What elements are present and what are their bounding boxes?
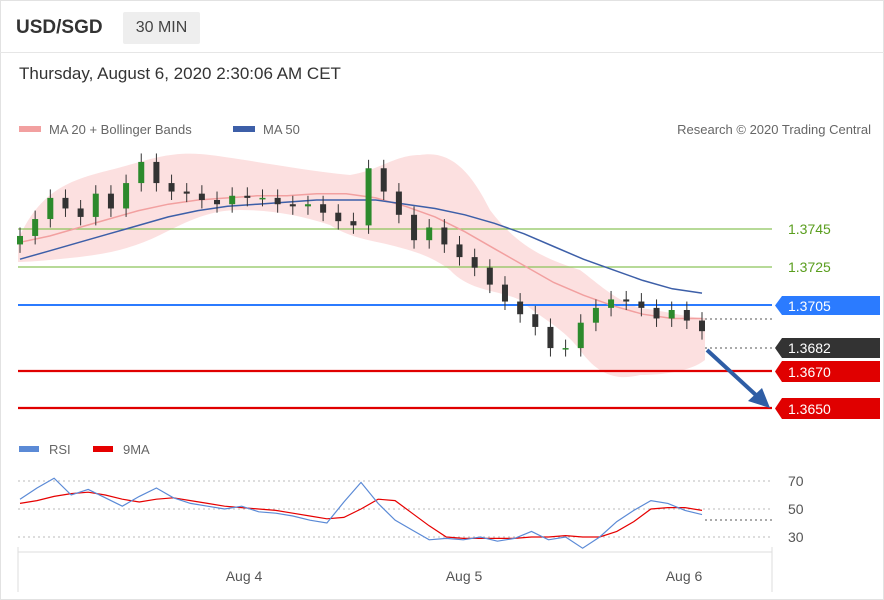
rsi-tick-30: 30 — [788, 529, 804, 545]
ma50-line — [19, 199, 703, 294]
candle-body — [214, 200, 221, 205]
candle-body — [562, 348, 569, 350]
rsi-legend-label: RSI — [49, 442, 71, 457]
rsi-tick-50: 50 — [788, 501, 804, 517]
candle-body — [668, 310, 675, 319]
level-label-1.3745: 1.3745 — [788, 221, 831, 237]
candle-body — [274, 197, 281, 205]
candle-body — [92, 193, 99, 217]
candlestick-series — [17, 153, 705, 357]
candle-body — [350, 221, 357, 226]
candle-body — [123, 183, 130, 209]
rsi-tick-70: 70 — [788, 473, 804, 489]
candle-body — [244, 195, 251, 198]
support-tag-1: 1.3670 — [775, 361, 880, 382]
bollinger-band-area — [18, 153, 705, 378]
candle-body — [289, 204, 296, 207]
chart-datetime: Thursday, August 6, 2020 2:30:06 AM CET — [19, 64, 341, 83]
last-price-tag: 1.3682 — [775, 338, 880, 358]
candle-body — [653, 307, 660, 319]
price-legend: MA 20 + Bollinger Bands MA 50 Research ©… — [19, 122, 871, 137]
candle-body — [501, 284, 508, 302]
candle-body — [32, 219, 39, 236]
candle-body — [77, 208, 84, 217]
candle-body — [623, 299, 630, 302]
rsi-legend: RSI 9MA — [19, 442, 150, 457]
candle-body — [426, 227, 433, 241]
candle-body — [456, 244, 463, 258]
candle-body — [547, 326, 554, 349]
ma9-legend-swatch — [93, 446, 113, 452]
ma20-legend-swatch — [19, 126, 41, 132]
candle-body — [138, 161, 145, 184]
candle-body — [683, 310, 690, 321]
candle-body — [107, 193, 114, 209]
candle-body — [395, 191, 402, 215]
currency-pair-title: USD/SGD — [16, 17, 103, 38]
ma50-legend-swatch — [233, 126, 255, 132]
candle-body — [441, 227, 448, 245]
level-label-1.3670: 1.3670 — [788, 364, 831, 380]
ma50-legend-label: MA 50 — [263, 122, 300, 137]
chart-header: USD/SGD 30 MIN — [0, 0, 884, 53]
candle-body — [577, 322, 584, 349]
candle-body — [486, 267, 493, 285]
candle-body — [304, 204, 311, 207]
candle-body — [471, 257, 478, 268]
candle-body — [320, 204, 327, 213]
resistance-tag: 1.3705 — [775, 296, 880, 315]
support-tag-2: 1.3650 — [775, 398, 880, 419]
rsi-legend-swatch — [19, 446, 39, 452]
candle-body — [365, 168, 372, 226]
candle-body — [168, 183, 175, 192]
level-label-1.3682: 1.3682 — [788, 340, 831, 356]
candle-body — [62, 197, 69, 209]
candle-body — [411, 214, 418, 241]
forecast-arrow-icon — [705, 348, 770, 408]
ma9-legend-label: 9MA — [123, 442, 150, 457]
candle-body — [699, 320, 705, 332]
candle-body — [17, 235, 23, 245]
candle-body — [47, 197, 54, 220]
candle-body — [259, 197, 266, 200]
level-label-1.3705: 1.3705 — [788, 298, 831, 314]
research-credit: Research © 2020 Trading Central — [677, 122, 871, 137]
candle-body — [380, 168, 387, 192]
timeframe-badge[interactable]: 30 MIN — [123, 12, 200, 44]
candle-body — [229, 195, 236, 205]
rsi-ma9-line — [19, 491, 703, 540]
candle-body — [183, 191, 190, 194]
ma20-line — [19, 192, 702, 320]
candle-body — [198, 193, 205, 200]
candle-body — [608, 299, 615, 308]
candle-body — [153, 161, 160, 184]
level-label-1.3725: 1.3725 — [788, 259, 831, 275]
rsi-line — [19, 477, 703, 549]
candle-body — [532, 314, 539, 327]
candle-body — [335, 212, 342, 222]
candle-body — [638, 301, 645, 308]
x-tick-label-aug4: Aug 4 — [226, 568, 263, 584]
candle-body — [592, 307, 599, 323]
level-label-1.3650: 1.3650 — [788, 401, 831, 417]
x-tick-label-aug5: Aug 5 — [446, 568, 483, 584]
candle-body — [517, 301, 524, 315]
x-tick-label-aug6: Aug 6 — [666, 568, 703, 584]
ma20-legend-label: MA 20 + Bollinger Bands — [49, 122, 192, 137]
